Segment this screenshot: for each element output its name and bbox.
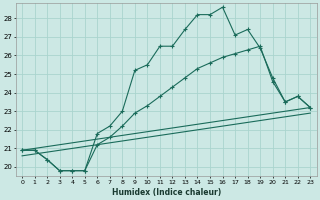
X-axis label: Humidex (Indice chaleur): Humidex (Indice chaleur) bbox=[112, 188, 221, 197]
